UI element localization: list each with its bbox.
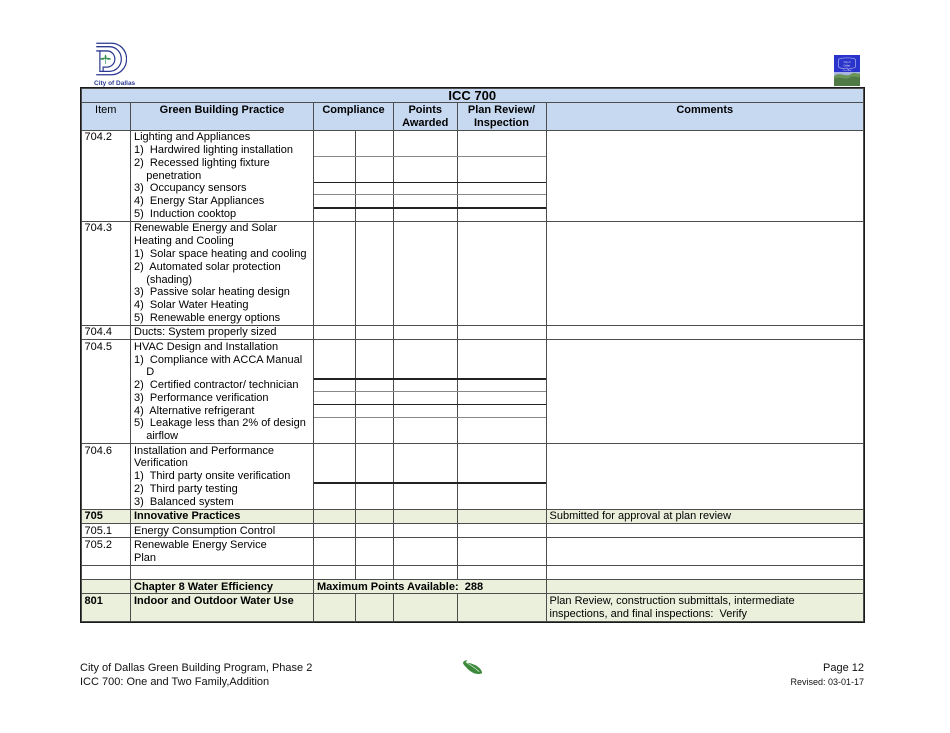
svg-text:Dallas: Dallas (844, 64, 851, 67)
svg-text:Green Bldg: Green Bldg (843, 69, 852, 72)
